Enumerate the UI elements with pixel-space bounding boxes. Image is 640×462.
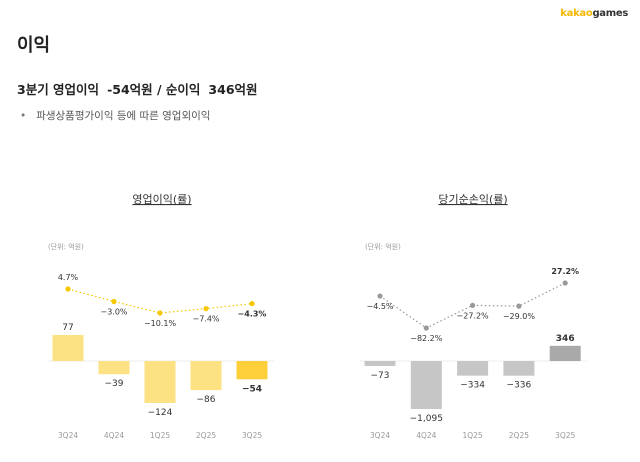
value-label: −124 <box>148 408 173 418</box>
margin-label: −4.5% <box>366 302 393 311</box>
margin-label: 27.2% <box>551 267 579 276</box>
x-tick-label: 2Q25 <box>196 431 216 440</box>
x-tick-label: 1Q25 <box>150 431 170 440</box>
margin-point <box>562 280 568 286</box>
kakaogames-logo: kakaogames <box>560 8 628 19</box>
bar-2Q25 <box>503 361 535 376</box>
value-label: 77 <box>62 323 73 333</box>
x-tick-label: 3Q24 <box>58 431 78 440</box>
margin-label: −27.2% <box>457 311 490 320</box>
x-tick-label: 3Q25 <box>555 431 575 440</box>
unit-label: (단위: 억원) <box>365 242 401 251</box>
bar-4Q24 <box>98 361 130 375</box>
chart-title: 당기순손익(률) <box>438 193 507 206</box>
bar-3Q25 <box>236 361 268 380</box>
margin-point <box>249 300 255 307</box>
margin-point <box>470 302 476 308</box>
value-label: −336 <box>507 381 532 391</box>
unit-label: (단위: 억원) <box>48 242 84 251</box>
margin-point <box>65 286 71 292</box>
value-label: −39 <box>105 379 124 389</box>
bar-4Q24 <box>410 361 442 409</box>
bullet-note: 파생상품평가이익 등에 따른 영업외이익 <box>20 108 210 123</box>
chart-title: 영업이익(률) <box>132 193 191 206</box>
margin-line <box>67 288 253 314</box>
margin-point <box>157 310 163 316</box>
bar-1Q25 <box>457 361 489 376</box>
margin-point <box>516 303 522 309</box>
margin-point <box>203 306 209 312</box>
x-tick-label: 4Q24 <box>416 431 436 440</box>
bar-3Q24 <box>364 361 396 366</box>
margin-point <box>377 293 383 299</box>
margin-label: −7.4% <box>192 315 219 324</box>
value-label: −1,095 <box>410 414 443 424</box>
margin-point <box>111 298 117 305</box>
value-label: −73 <box>371 371 390 381</box>
margin-label: 4.7% <box>58 273 79 282</box>
bar-3Q24 <box>52 334 84 361</box>
margin-label: −3.0% <box>100 307 127 316</box>
margin-label: −82.2% <box>410 334 443 343</box>
margin-label: −29.0% <box>503 312 536 321</box>
bar-1Q25 <box>144 361 176 403</box>
bar-3Q25 <box>549 345 581 361</box>
value-label: −86 <box>197 395 216 405</box>
bar-2Q25 <box>190 361 222 391</box>
margin-point <box>423 325 429 331</box>
margin-label: −4.3% <box>238 310 267 319</box>
value-label: −54 <box>242 384 262 394</box>
margin-label: −10.1% <box>144 319 177 328</box>
page-title: 이익 <box>17 35 51 56</box>
summary: 3분기 영업이익 -54억원 / 순이익 346억원 <box>17 82 258 97</box>
value-label: 346 <box>556 334 575 344</box>
value-label: −334 <box>460 381 485 391</box>
x-tick-label: 2Q25 <box>509 431 529 440</box>
x-tick-label: 3Q24 <box>370 431 390 440</box>
x-tick-label: 3Q25 <box>242 431 262 440</box>
x-tick-label: 1Q25 <box>462 431 482 440</box>
x-tick-label: 4Q24 <box>104 431 124 440</box>
